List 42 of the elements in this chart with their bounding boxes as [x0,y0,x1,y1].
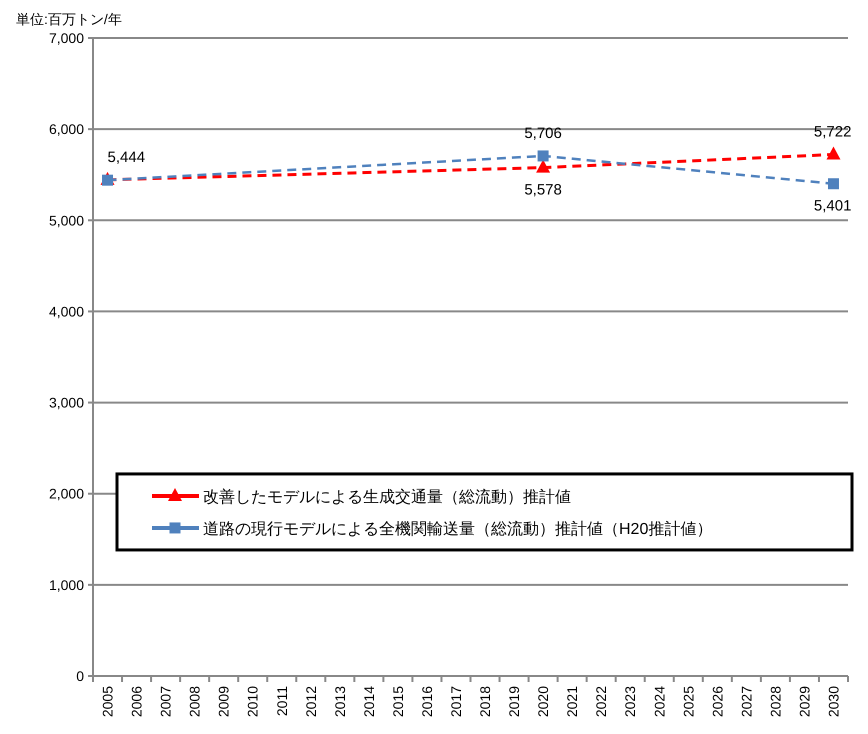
x-tick-label: 2030 [825,686,842,718]
x-tick-label: 2028 [767,686,784,718]
x-tick-label: 2029 [796,686,812,718]
x-tick-label: 2012 [302,686,319,718]
x-tick-label: 2013 [332,686,348,718]
x-tick-label: 2008 [186,686,203,718]
x-tick-label: 2025 [680,686,696,718]
x-tick-label: 2019 [506,686,522,718]
y-tick-label: 1,000 [48,576,84,593]
legend-label: 改善したモデルによる生成交通量（総流動）推計値 [203,488,571,506]
x-tick-label: 2018 [477,686,494,718]
x-tick-label: 2006 [128,686,145,718]
y-tick-label: 5,000 [48,212,84,228]
x-tick-label: 2005 [100,686,116,718]
data-label: 5,722 [814,123,852,140]
data-label: 5,401 [814,198,852,215]
x-tick-label: 2011 [274,686,290,716]
y-tick-label: 7,000 [48,30,84,46]
x-tick-label: 2020 [535,686,552,718]
data-label: 5,444 [108,148,146,166]
x-tick-label: 2007 [158,686,174,718]
x-tick-label: 2026 [709,686,726,718]
data-label: 5,578 [524,182,562,199]
x-tick-label: 2009 [216,686,232,718]
legend-label: 道路の現行モデルによる全機関輸送量（総流動）推計値（H20推計値） [203,520,712,538]
data-label: 5,706 [524,124,562,142]
x-tick-label: 2022 [593,686,610,718]
y-tick-label: 6,000 [48,121,84,138]
x-tick-label: 2017 [448,686,464,718]
y-tick-label: 2,000 [48,486,84,502]
x-tick-label: 2010 [244,686,261,718]
x-tick-label: 2027 [738,686,754,718]
y-tick-label: 3,000 [48,394,84,411]
x-tick-label: 2023 [622,686,638,718]
x-tick-label: 2021 [564,686,580,718]
x-tick-label: 2014 [360,686,377,718]
x-tick-label: 2024 [651,686,668,718]
y-tick-label: 4,000 [48,303,84,320]
y-tick-label: 0 [76,668,84,684]
text: 単位:百万トン/年 [16,11,122,27]
x-tick-label: 2015 [390,686,406,718]
x-tick-label: 2016 [418,686,435,718]
